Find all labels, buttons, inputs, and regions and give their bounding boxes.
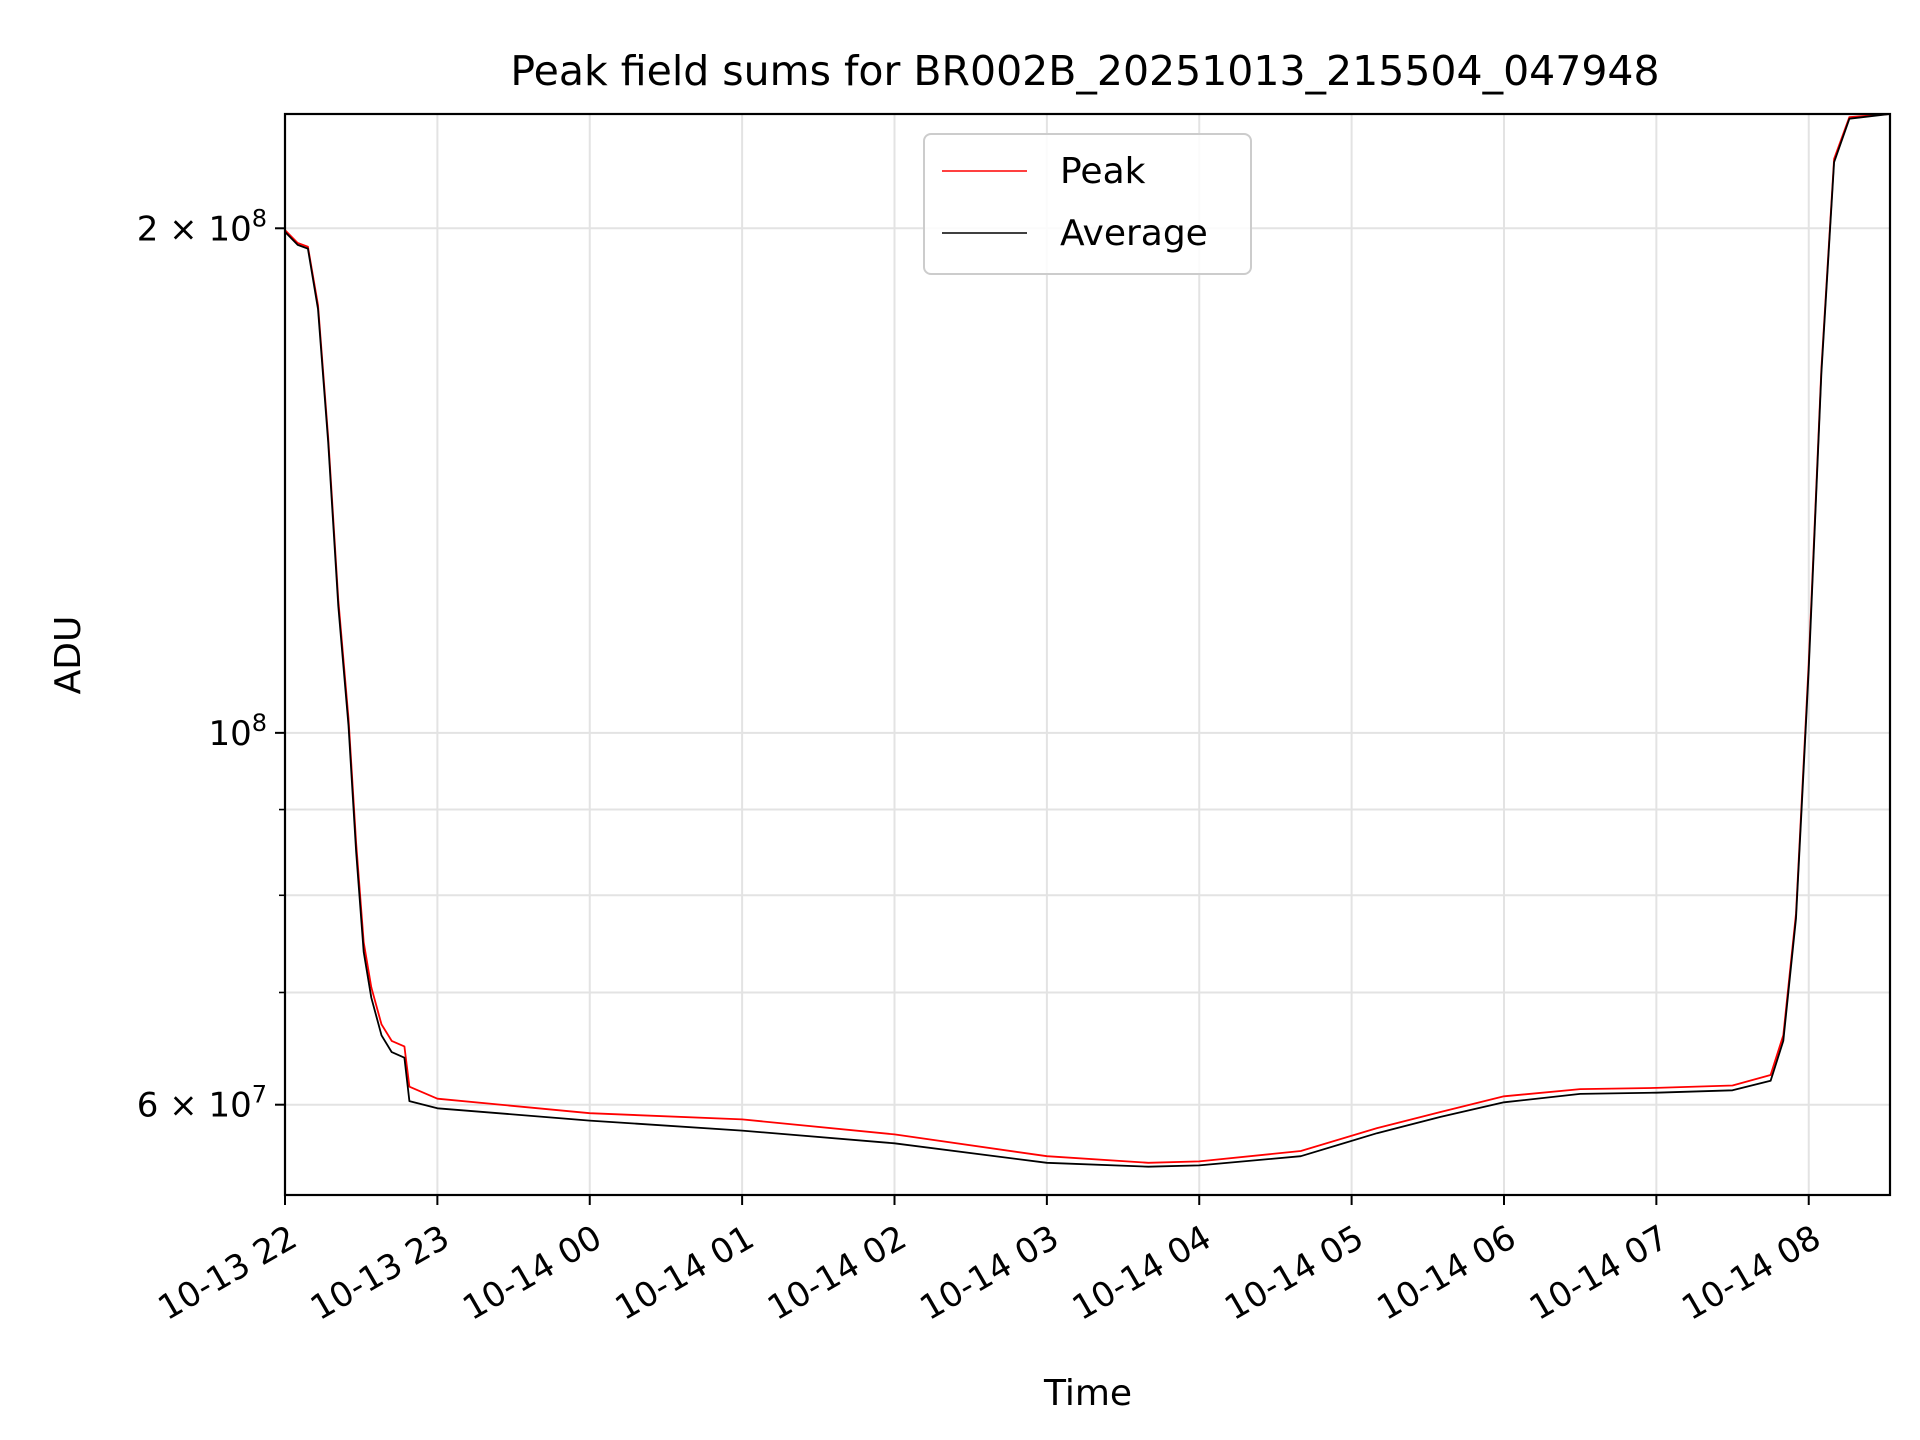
series-lines	[284, 113, 1891, 1168]
y-axis-label: ADU	[48, 616, 89, 695]
x-axis-label: Time	[1043, 1373, 1132, 1414]
y-tick-label-exponent: 8	[252, 709, 267, 737]
y-tick-label-exponent: 7	[252, 1081, 267, 1109]
y-tick-label-base: 2 × 10	[137, 209, 252, 249]
y-tick-label: 6 × 107	[137, 1081, 267, 1126]
y-tick-label-base: 10	[208, 714, 251, 754]
y-tick-label-base: 6 × 10	[137, 1086, 252, 1126]
y-tick-label-exponent: 8	[252, 204, 267, 232]
series-line-average	[284, 113, 1891, 1168]
plot-area-frame	[283, 112, 1892, 1197]
y-tick-label: 108	[208, 709, 267, 754]
y-tick-label: 2 × 108	[137, 204, 267, 249]
chart-title: Peak field sums for BR002B_20251013_2155…	[510, 47, 1659, 95]
legend-box	[923, 133, 1252, 275]
legend: Peak Average	[923, 133, 1252, 275]
legend-label-average: Average	[1060, 213, 1208, 254]
legend-label-peak: Peak	[1060, 151, 1146, 192]
